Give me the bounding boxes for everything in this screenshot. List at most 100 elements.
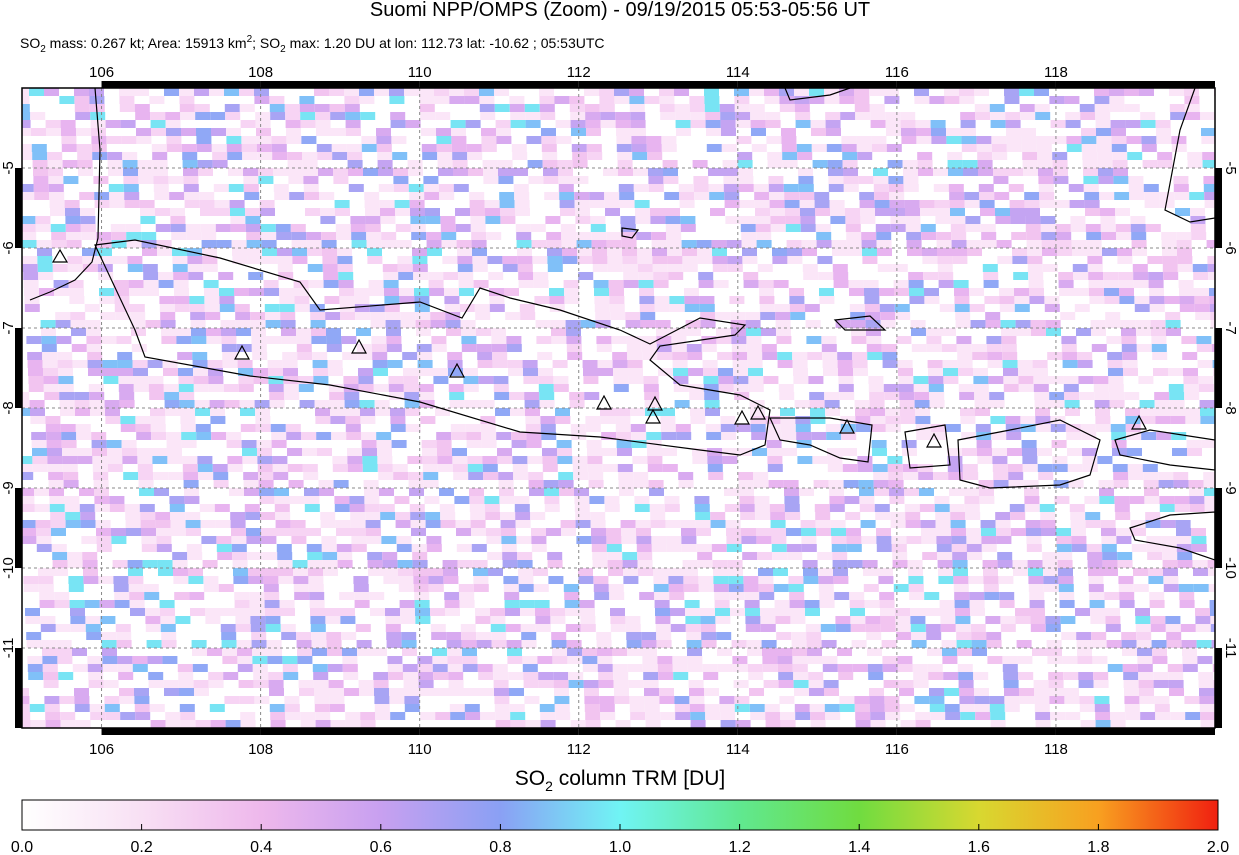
texture-cell [452, 464, 468, 472]
texture-cell [1154, 392, 1170, 400]
texture-cell [875, 208, 890, 216]
texture-cell [275, 224, 291, 232]
texture-cell [634, 504, 650, 512]
texture-cell [616, 144, 632, 152]
texture-cell [634, 200, 650, 208]
texture-cell [349, 504, 365, 512]
texture-cell [688, 368, 703, 376]
texture-cell [273, 184, 289, 192]
y-tick-label: -6 [0, 241, 17, 254]
texture-cell [731, 640, 747, 648]
texture-cell [51, 240, 67, 248]
texture-cell [758, 576, 774, 584]
texture-cell [1113, 176, 1129, 184]
texture-cell [131, 344, 147, 352]
y-tick-label: -8 [0, 401, 17, 414]
texture-cell [358, 680, 374, 688]
texture-cell [1051, 440, 1067, 448]
texture-cell [132, 360, 148, 368]
texture-cell [1228, 672, 1239, 680]
texture-cell [451, 136, 467, 144]
texture-cell [520, 312, 536, 320]
texture-cell [698, 576, 714, 584]
texture-cell [386, 640, 402, 648]
texture-cell [163, 368, 178, 376]
texture-cell [713, 576, 729, 584]
texture-cell [374, 688, 389, 696]
texture-cell [1158, 472, 1174, 480]
texture-cell [911, 328, 926, 336]
texture-cell [59, 400, 75, 408]
texture-cell [861, 232, 877, 240]
texture-cell [1036, 136, 1052, 144]
texture-cell [1183, 368, 1198, 376]
texture-cell [483, 472, 499, 480]
texture-cell [928, 672, 944, 680]
texture-cell [833, 568, 848, 576]
texture-cell [537, 352, 553, 360]
texture-cell [751, 128, 766, 136]
texture-cell [1100, 224, 1116, 232]
texture-cell [997, 560, 1013, 568]
texture-cell [1155, 416, 1171, 424]
texture-cell [757, 264, 773, 272]
texture-cell [1005, 424, 1021, 432]
texture-cell [510, 120, 526, 128]
texture-cell [524, 104, 540, 112]
texture-cell [410, 216, 426, 224]
texture-cell [405, 408, 420, 416]
texture-cell [841, 432, 857, 440]
texture-cell [707, 464, 723, 472]
texture-cell [376, 432, 392, 440]
texture-cell [992, 152, 1008, 160]
texture-cell [402, 664, 418, 672]
texture-cell [1095, 720, 1111, 728]
texture-cell [183, 480, 199, 488]
texture-cell [754, 192, 770, 200]
texture-cell [84, 304, 100, 312]
texture-cell [898, 384, 914, 392]
texture-cell [708, 472, 724, 480]
texture-cell [124, 192, 140, 200]
texture-cell [131, 328, 146, 336]
texture-cell [762, 664, 778, 672]
texture-cell [258, 480, 274, 488]
texture-cell [457, 256, 473, 264]
texture-cell [770, 216, 786, 224]
texture-cell [1018, 368, 1033, 376]
texture-cell [283, 384, 299, 392]
texture-cell [629, 104, 645, 112]
texture-cell [745, 312, 761, 320]
texture-cell [750, 408, 765, 416]
texture-cell [157, 248, 172, 256]
texture-cell [45, 416, 61, 424]
texture-cell [588, 480, 604, 488]
texture-cell [1204, 192, 1215, 200]
texture-cell [556, 440, 572, 448]
texture-cell [69, 600, 85, 608]
texture-cell [459, 592, 475, 600]
texture-cell [503, 576, 519, 584]
texture-cell [600, 712, 616, 720]
texture-cell [850, 616, 866, 624]
texture-cell [549, 304, 565, 312]
texture-cell [721, 128, 736, 136]
texture-cell [170, 512, 186, 520]
texture-cell [264, 600, 280, 608]
texture-cell [361, 432, 377, 440]
texture-cell [72, 648, 87, 656]
colorbar-label-part: column TRM [DU] [553, 767, 725, 790]
texture-cell [972, 352, 988, 360]
texture-cell [255, 408, 270, 416]
texture-cell [421, 128, 436, 136]
texture-cell [119, 688, 134, 696]
texture-cell [1122, 664, 1138, 672]
texture-cell [1113, 168, 1128, 176]
texture-cell [121, 440, 137, 448]
texture-cell [246, 232, 262, 240]
texture-cell [147, 656, 163, 664]
texture-cell [1179, 600, 1195, 608]
texture-cell [865, 624, 881, 632]
texture-cell [540, 424, 556, 432]
texture-cell [726, 528, 741, 536]
